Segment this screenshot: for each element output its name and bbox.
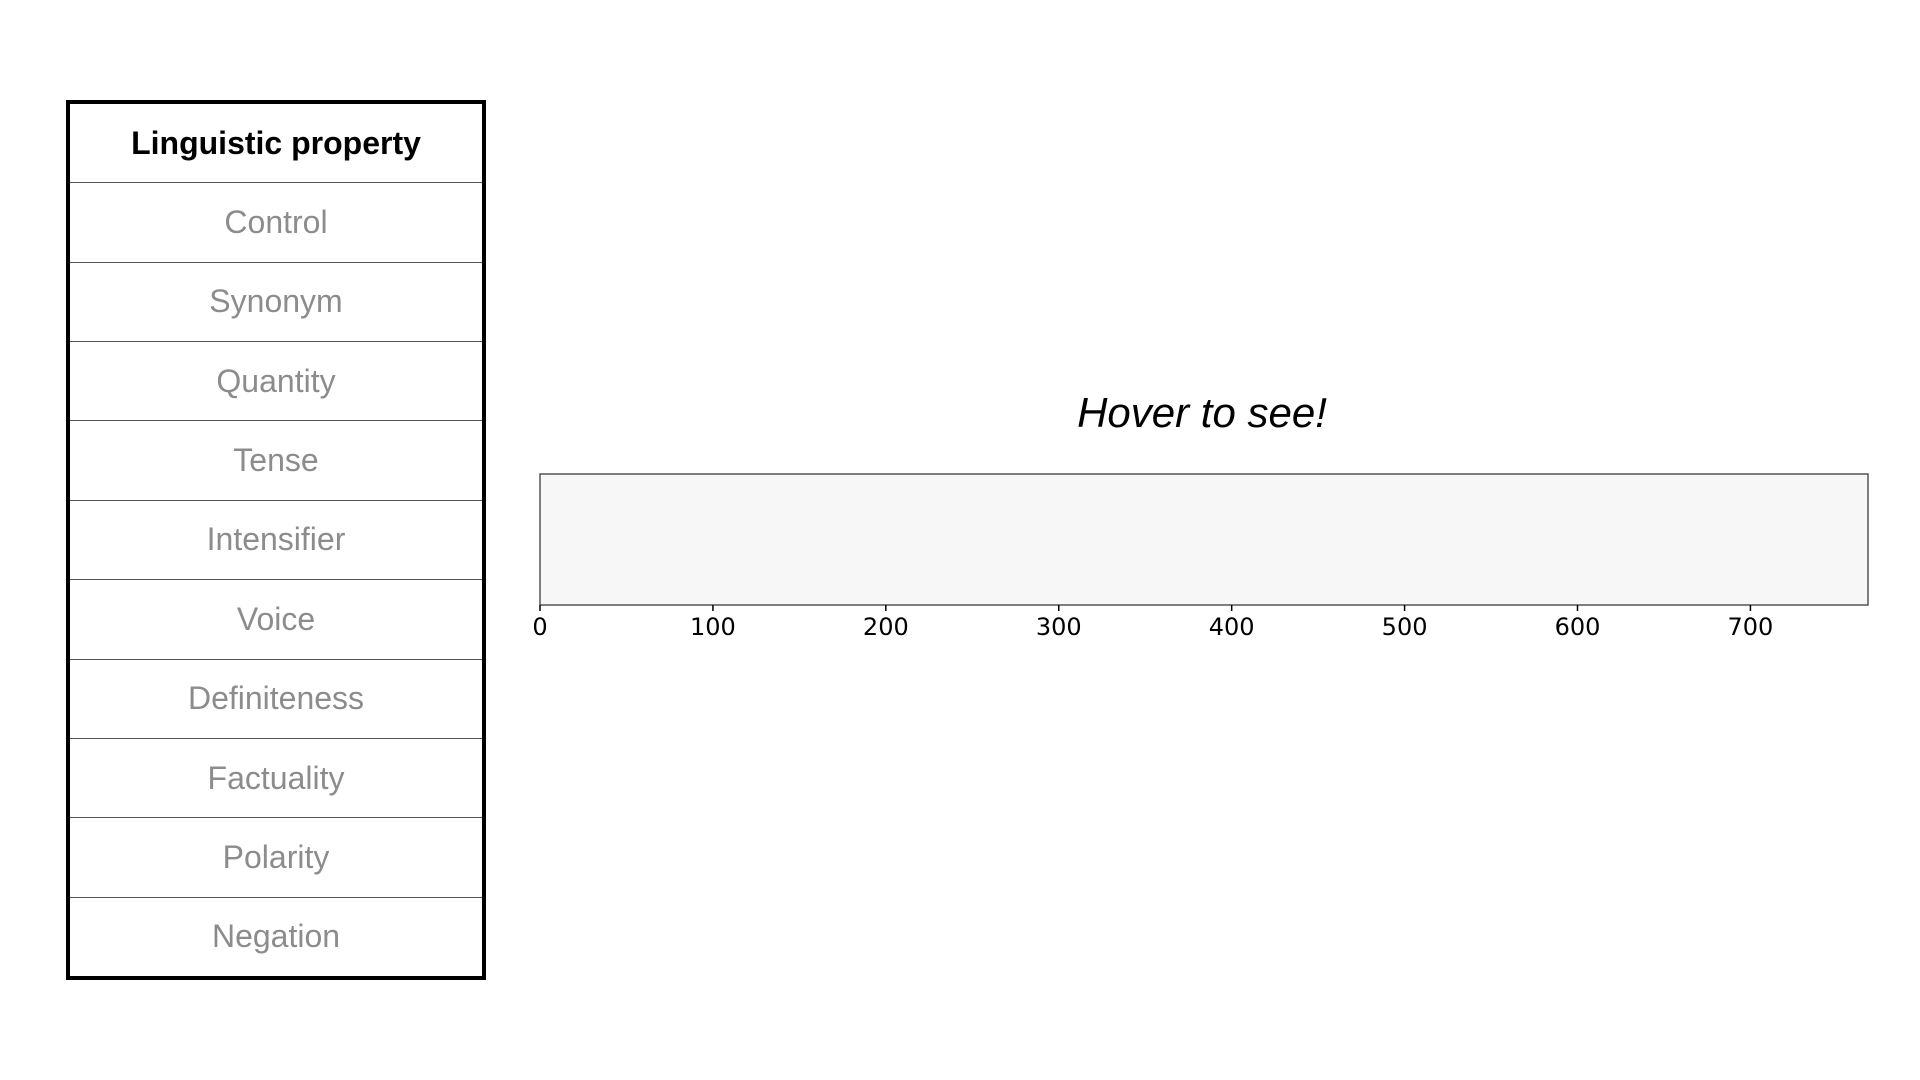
table-header: Linguistic property [70,104,482,184]
x-tick-label: 300 [1036,613,1082,641]
x-tick-label: 400 [1209,613,1255,641]
hover-title: Hover to see! [1077,389,1327,436]
x-tick-label: 600 [1555,613,1601,641]
property-item-negation[interactable]: Negation [211,918,341,955]
property-item-definiteness[interactable]: Definiteness [70,660,482,739]
property-item-quantity[interactable]: Quantity [70,342,482,422]
x-tick-label: 200 [863,613,909,641]
property-item-polarity[interactable]: Polarity [70,818,482,898]
linguistic-property-table: Linguistic property Control Synonym Quan… [66,100,486,980]
property-item-intensifier[interactable]: Intensifier [70,501,482,581]
heatmap-strip[interactable]: 0 100 200 300 400 500 600 700 [530,462,1880,642]
property-item-control[interactable]: Control [70,183,482,263]
x-tick-label: 700 [1728,613,1774,641]
x-tick-label: 100 [690,613,736,641]
property-item-voice[interactable]: Voice [70,580,482,660]
property-item-synonym[interactable]: Synonym [70,263,482,343]
property-item-factuality[interactable]: Factuality [70,739,482,819]
x-tick-label: 500 [1382,613,1428,641]
heatmap-cells[interactable] [539,473,1869,606]
x-tick-label: 0 [532,613,547,641]
property-item-tense[interactable]: Tense [70,421,482,501]
